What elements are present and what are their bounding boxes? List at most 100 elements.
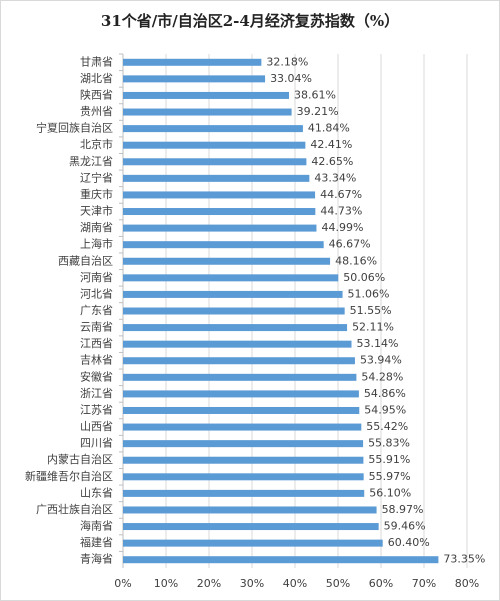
- y-tick-label: 吉林省: [80, 353, 113, 367]
- bar: [123, 340, 352, 348]
- value-label: 39.21%: [297, 105, 339, 118]
- bar: [123, 125, 303, 133]
- value-label: 32.18%: [266, 55, 308, 68]
- x-tick-label: 70%: [412, 577, 436, 590]
- value-label: 55.97%: [369, 470, 411, 483]
- y-tick-label: 海南省: [80, 519, 113, 533]
- bar: [123, 158, 307, 166]
- bar: [123, 390, 359, 398]
- value-label: 42.65%: [311, 155, 353, 168]
- value-label: 42.41%: [310, 138, 352, 151]
- x-tick-label: 0%: [114, 577, 131, 590]
- x-tick-label: 30%: [240, 577, 264, 590]
- bar: [123, 108, 292, 116]
- y-tick-label: 广西壮族自治区: [36, 502, 113, 516]
- value-label: 73.35%: [443, 553, 485, 566]
- y-tick-label: 西藏自治区: [58, 253, 113, 267]
- bar: [123, 523, 379, 531]
- value-label: 33.04%: [270, 72, 312, 85]
- bar: [123, 58, 262, 66]
- y-tick-label: 上海市: [80, 237, 113, 251]
- y-tick-label: 江苏省: [80, 403, 113, 416]
- y-tick-label: 广东省: [80, 304, 113, 317]
- value-label: 53.14%: [357, 337, 399, 350]
- value-label: 54.86%: [364, 387, 406, 400]
- bar: [123, 506, 377, 514]
- y-tick-label: 浙江省: [80, 387, 113, 400]
- bar: [123, 290, 343, 298]
- y-tick-label: 山西省: [80, 420, 113, 433]
- bar: [123, 440, 364, 448]
- value-label: 54.28%: [361, 370, 403, 383]
- value-label: 55.42%: [366, 420, 408, 433]
- bar: [123, 473, 364, 481]
- value-label: 55.91%: [368, 453, 410, 466]
- value-label: 58.97%: [382, 503, 424, 516]
- bar: [123, 423, 362, 431]
- value-label: 55.83%: [368, 437, 410, 450]
- y-tick-label: 河南省: [80, 271, 113, 284]
- value-label: 46.67%: [329, 238, 371, 251]
- value-label: 56.10%: [369, 486, 411, 499]
- y-tick-label: 重庆市: [80, 187, 113, 201]
- y-tick-label: 湖南省: [80, 221, 113, 234]
- bar: [123, 539, 383, 547]
- x-tick-label: 60%: [369, 577, 393, 590]
- y-tick-label: 新疆维吾尔自治区: [25, 469, 113, 483]
- value-label: 43.34%: [314, 171, 356, 184]
- bar: [123, 141, 306, 149]
- bar: [123, 91, 290, 99]
- bar: [123, 556, 439, 564]
- x-tick-label: 20%: [197, 577, 221, 590]
- y-tick-label: 湖北省: [80, 72, 113, 85]
- bar: [123, 224, 317, 232]
- bar: [123, 324, 348, 332]
- bar: [123, 373, 357, 381]
- y-tick-label: 内蒙古自治区: [47, 452, 113, 466]
- value-label: 51.55%: [350, 304, 392, 317]
- bar: [123, 274, 339, 282]
- value-label: 53.94%: [360, 354, 402, 367]
- y-tick-label: 云南省: [80, 321, 113, 334]
- y-tick-label: 山东省: [80, 486, 113, 499]
- y-tick-label: 江西省: [80, 337, 113, 350]
- value-label: 48.16%: [335, 254, 377, 267]
- chart-title: 31个省/市/自治区2-4月经济复苏指数（%）: [101, 12, 399, 30]
- y-tick-label: 北京市: [80, 137, 113, 151]
- x-tick-label: 80%: [455, 577, 479, 590]
- value-label: 60.40%: [388, 536, 430, 549]
- value-label: 41.84%: [308, 122, 350, 135]
- y-tick-label: 辽宁省: [80, 170, 113, 184]
- bar: [123, 307, 345, 315]
- value-label: 38.61%: [294, 88, 336, 101]
- x-tick-label: 50%: [326, 577, 350, 590]
- bar: [123, 174, 310, 182]
- y-tick-label: 甘肃省: [80, 55, 113, 68]
- bar: [123, 75, 266, 83]
- bar: [123, 489, 365, 497]
- y-tick-label: 天津市: [80, 204, 113, 218]
- x-tick-label: 40%: [283, 577, 307, 590]
- y-tick-label: 贵州省: [80, 105, 113, 118]
- bar: [123, 257, 331, 265]
- bar: [123, 456, 364, 464]
- value-label: 44.99%: [321, 221, 363, 234]
- y-tick-label: 宁夏回族自治区: [36, 121, 113, 135]
- value-label: 54.95%: [364, 403, 406, 416]
- y-tick-label: 安徽省: [80, 369, 113, 383]
- y-tick-label: 青海省: [80, 552, 113, 566]
- y-tick-label: 河北省: [80, 287, 113, 300]
- value-label: 59.46%: [384, 520, 426, 533]
- y-tick-label: 黑龙江省: [69, 155, 113, 168]
- value-label: 51.06%: [348, 287, 390, 300]
- x-tick-label: 10%: [154, 577, 178, 590]
- bar: [123, 208, 316, 216]
- bar: [123, 191, 316, 199]
- value-label: 50.06%: [343, 271, 385, 284]
- value-label: 52.11%: [352, 321, 394, 334]
- bar: [123, 406, 360, 414]
- value-label: 44.67%: [320, 188, 362, 201]
- y-tick-label: 陕西省: [80, 87, 113, 101]
- y-tick-label: 四川省: [80, 437, 113, 450]
